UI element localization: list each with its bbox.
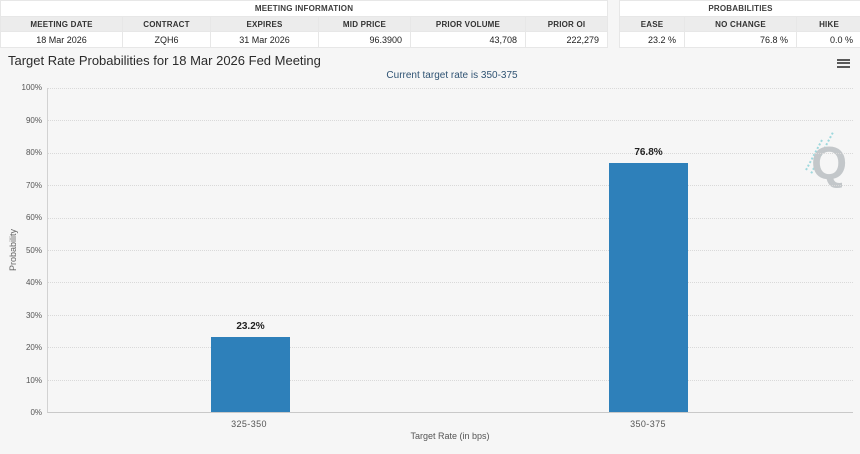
y-tick-label: 100% (21, 83, 42, 92)
y-tick-label: 20% (25, 343, 42, 352)
col-meeting-date: MEETING DATE (0, 16, 123, 32)
gridline (48, 185, 853, 187)
gridline (48, 347, 853, 349)
y-tick-label: 80% (25, 148, 42, 157)
gridline (48, 120, 853, 122)
mid-price-value: 96.3900 (318, 31, 411, 48)
chart-title: Target Rate Probabilities for 18 Mar 202… (8, 53, 321, 68)
chart-export-menu-button[interactable] (834, 55, 852, 71)
gridline (48, 282, 853, 284)
quikstrike-watermark-logo: Q (795, 92, 855, 197)
hamburger-menu-icon (836, 58, 850, 61)
y-tick-label: 90% (25, 115, 42, 125)
expires-value: 31 Mar 2026 (210, 31, 319, 48)
y-tick-label: 50% (25, 245, 42, 255)
probability-bar-325-350[interactable] (211, 336, 290, 412)
ease-value: 23.2 % (619, 31, 686, 48)
plot-area: 23.2% 76.8% (47, 88, 853, 413)
x-category-label: 325-350 (231, 419, 267, 429)
bar-value-label: 23.2% (236, 320, 265, 332)
hike-value: 0.0 % (796, 31, 860, 48)
y-tick-label: 70% (25, 180, 42, 190)
table-row: 18 Mar 2026 ZQH6 31 Mar 2026 96.3900 43,… (0, 31, 609, 48)
col-prior-volume: PRIOR VOLUME (410, 16, 526, 32)
table-group-header-row: MEETING INFORMATION (0, 0, 609, 17)
table-column-header-row: EASE NO CHANGE HIKE (619, 16, 860, 32)
gridline (48, 379, 853, 381)
probabilities-header: PROBABILITIES (619, 0, 860, 17)
probability-chart: Target Rate Probabilities for 18 Mar 202… (0, 50, 860, 454)
no-change-value: 76.8 % (684, 31, 798, 48)
y-tick-label: 0% (30, 408, 42, 417)
col-prior-oi: PRIOR OI (524, 16, 609, 32)
probability-bar-350-375[interactable] (609, 163, 688, 412)
contract-value: ZQH6 (122, 31, 211, 48)
gridline (48, 152, 853, 154)
y-tick-label: 30% (25, 310, 42, 320)
probabilities-table: PROBABILITIES EASE NO CHANGE HIKE 23.2 %… (619, 0, 860, 48)
quikstrike-q-icon: Q (811, 137, 847, 189)
info-tables: MEETING INFORMATION MEETING DATE CONTRAC… (0, 0, 860, 48)
hamburger-menu-icon (836, 65, 850, 68)
table-column-header-row: MEETING DATE CONTRACT EXPIRES MID PRICE … (0, 16, 609, 32)
meeting-date-value: 18 Mar 2026 (0, 31, 123, 48)
prior-oi-value: 222,279 (524, 31, 609, 48)
y-tick-label: 10% (25, 375, 42, 385)
prior-volume-value: 43,708 (410, 31, 526, 48)
col-expires: EXPIRES (210, 16, 319, 32)
col-hike: HIKE (796, 16, 860, 32)
bar-column-325-350: 23.2% (211, 88, 290, 412)
bar-column-350-375: 76.8% (609, 88, 688, 412)
x-axis-title: Target Rate (in bps) (410, 431, 490, 441)
col-contract: CONTRACT (122, 16, 211, 32)
col-ease: EASE (619, 16, 686, 32)
y-tick-label: 40% (25, 278, 42, 287)
gridline (48, 314, 853, 316)
hamburger-menu-icon (836, 62, 850, 64)
x-category-label: 350-375 (630, 419, 666, 429)
table-row: 23.2 % 76.8 % 0.0 % (619, 31, 860, 48)
gridline (48, 217, 853, 219)
gridline (48, 88, 853, 89)
y-tick-label: 60% (25, 213, 42, 222)
table-group-header-row: PROBABILITIES (619, 0, 860, 17)
meeting-information-table: MEETING INFORMATION MEETING DATE CONTRAC… (0, 0, 609, 48)
bar-value-label: 76.8% (634, 147, 663, 159)
chart-subtitle: Current target rate is 350-375 (386, 70, 518, 81)
gridline (48, 250, 853, 251)
meeting-information-header: MEETING INFORMATION (0, 0, 609, 17)
col-no-change: NO CHANGE (684, 16, 798, 32)
col-mid-price: MID PRICE (318, 16, 411, 32)
